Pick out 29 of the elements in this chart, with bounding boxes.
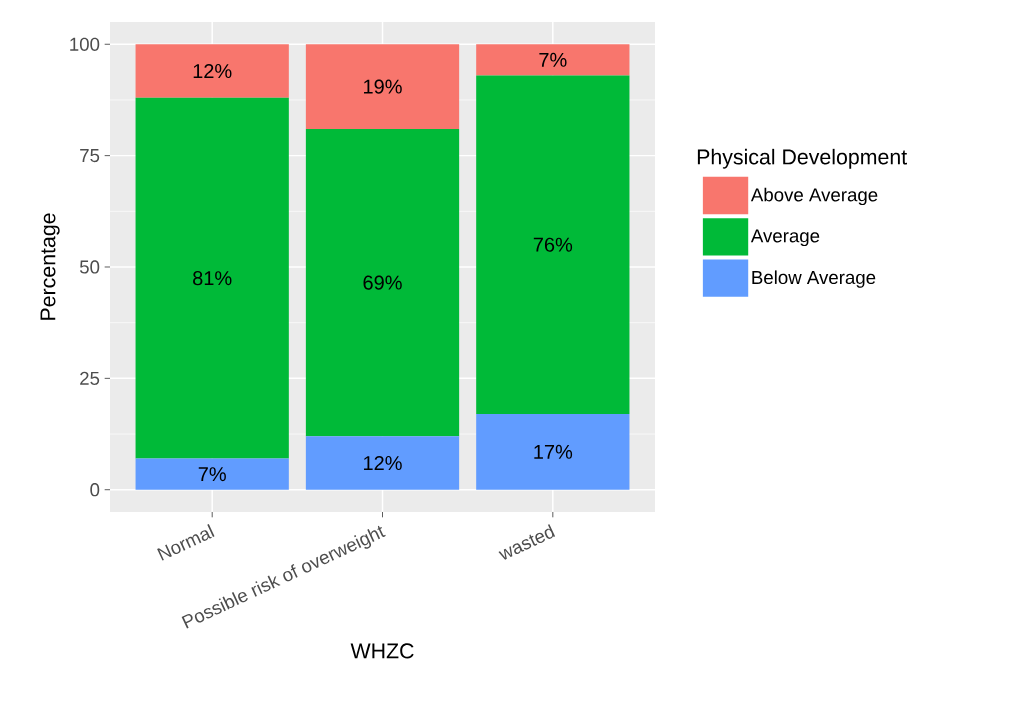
y-tick-label: 0 [90,483,100,497]
bar [476,44,630,76]
y-tick-label: 75 [80,149,100,163]
y-tick-label: 100 [70,37,100,51]
bar [476,413,630,490]
data-label: 12% [364,455,402,471]
x-axis-title: WHZC [350,643,414,659]
data-label: 17% [534,444,573,459]
bar [135,97,289,459]
y-axis-title: Percentage [40,213,60,320]
data-label: 7% [198,467,226,482]
legend-label: Average [750,229,820,247]
bar [135,44,289,98]
bar [135,458,289,490]
bar [305,44,460,129]
data-label: 12% [193,63,232,79]
data-label: 69% [363,275,402,290]
legend-label: Above Average [750,187,878,206]
y-tick-label: 50 [79,260,100,274]
data-label: 7% [539,52,567,67]
data-label: 76% [533,237,573,252]
data-label: 81% [193,271,232,286]
bar [305,436,460,490]
bar [305,128,460,437]
data-label: 19% [364,79,402,94]
legend-title: Physical Development [697,148,907,169]
y-tick-label: 25 [80,371,100,385]
legend-label: Below Average [752,270,876,288]
bar [476,75,630,414]
